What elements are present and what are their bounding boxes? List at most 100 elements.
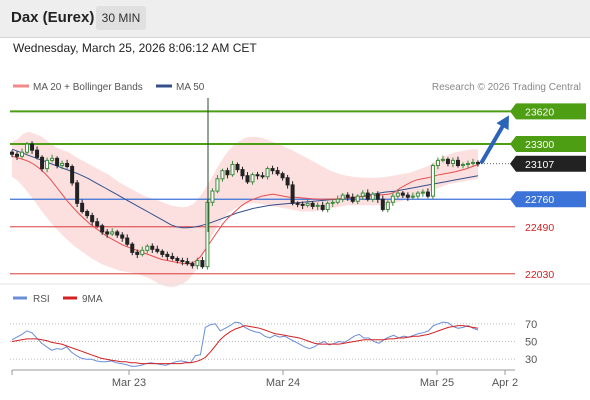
candle-body — [245, 175, 250, 183]
candle — [260, 172, 265, 179]
candle — [290, 181, 295, 206]
candle — [270, 165, 275, 175]
candle — [100, 223, 105, 235]
candle — [445, 157, 450, 167]
candle-body — [420, 191, 425, 194]
rsi-tick-30: 30 — [525, 354, 537, 366]
candle-body — [460, 163, 465, 167]
candle — [75, 180, 80, 207]
candle-body — [465, 162, 470, 165]
candle — [160, 249, 165, 258]
candle — [305, 199, 310, 208]
candle-body — [170, 255, 175, 259]
rsi-tick-50: 50 — [525, 337, 537, 349]
candle — [140, 246, 145, 257]
candle-body — [110, 231, 115, 235]
tag-label-23300: 23300 — [525, 139, 554, 151]
candle — [40, 155, 45, 172]
rsi-panel: 70 50 30 — [10, 319, 537, 367]
rsi-tick-70: 70 — [525, 319, 537, 331]
candle — [115, 229, 120, 238]
candle — [210, 188, 215, 206]
candle-body — [30, 143, 35, 151]
candle-body — [315, 204, 320, 207]
candle — [95, 218, 100, 228]
candle-body — [195, 260, 200, 267]
candle — [20, 148, 25, 159]
candle — [440, 155, 445, 163]
candle — [240, 166, 245, 180]
candle-body — [205, 201, 210, 268]
candle — [10, 150, 14, 158]
candle — [125, 234, 130, 247]
candle-body — [320, 204, 325, 210]
candle — [450, 157, 455, 168]
tag-label-23620: 23620 — [525, 106, 554, 118]
candle-body — [375, 193, 380, 200]
ma20-legend-swatch — [13, 84, 29, 88]
candle-body — [95, 221, 100, 227]
candle-body — [40, 156, 45, 170]
candle-body — [365, 192, 370, 200]
ma50-line — [11, 148, 479, 229]
candle — [330, 199, 335, 207]
candle-body — [280, 173, 285, 179]
candle-body — [105, 231, 110, 235]
candle — [135, 249, 140, 259]
candle-body — [120, 234, 125, 239]
candle-body — [15, 153, 20, 157]
candle-body — [125, 237, 130, 245]
candle — [476, 160, 480, 167]
x-label-mar25: Mar 25 — [420, 377, 454, 389]
candle — [50, 154, 55, 163]
candle-body — [65, 162, 70, 168]
candle-body — [350, 196, 355, 202]
candle — [225, 167, 230, 179]
candle — [25, 142, 30, 156]
candle — [355, 194, 360, 205]
candle-body — [405, 194, 410, 198]
candle — [120, 232, 125, 242]
candle-body — [185, 261, 190, 265]
candle-body — [85, 210, 90, 217]
research-credit: Research © 2026 Trading Central — [432, 82, 581, 93]
candle — [275, 166, 280, 176]
candle-body — [310, 202, 315, 207]
candle-body — [430, 165, 435, 197]
candle-body — [180, 260, 185, 263]
candle-body — [400, 192, 405, 196]
candle — [435, 157, 440, 170]
ma20-line — [11, 155, 479, 265]
candle — [35, 146, 40, 160]
candle-body — [305, 202, 310, 206]
x-axis: Mar 23 Mar 24 Mar 25 Apr 2 — [11, 369, 518, 389]
candle — [375, 191, 380, 203]
candle — [190, 261, 195, 269]
candle-body — [55, 157, 60, 167]
candle-body — [335, 198, 340, 203]
tag-label-22030: 22030 — [525, 269, 554, 281]
candle-body — [355, 195, 360, 202]
candle-body — [235, 163, 240, 171]
candle — [245, 172, 250, 184]
candlesticks — [10, 141, 480, 270]
candle — [420, 189, 425, 197]
tag-22760: 22760 — [510, 191, 586, 208]
candle-body — [425, 191, 430, 197]
tag-label-22490: 22490 — [525, 222, 554, 234]
candle-body — [230, 163, 235, 176]
candle-body — [440, 158, 445, 161]
timeframe-badge[interactable]: 30 MIN — [96, 6, 146, 30]
candle-body — [470, 161, 475, 164]
candle — [145, 244, 150, 254]
candle-body — [10, 151, 14, 155]
x-label-apr2: Apr 2 — [492, 377, 518, 389]
candle-body — [190, 263, 195, 267]
candle-body — [275, 170, 280, 175]
candle-body — [90, 215, 95, 223]
level-tags: 23620 23300 23107 22760 22490 22030 — [510, 103, 586, 281]
candle — [110, 228, 115, 237]
candle — [425, 188, 430, 199]
rsi-legend-label: RSI — [33, 294, 50, 305]
candle-body — [215, 178, 220, 192]
